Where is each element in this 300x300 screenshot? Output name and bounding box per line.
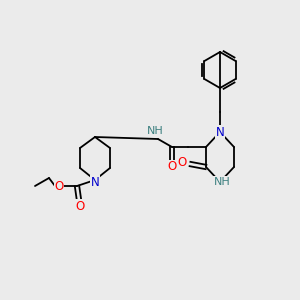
Text: NH: NH	[147, 126, 164, 136]
Text: O: O	[177, 157, 187, 169]
Text: O: O	[75, 200, 85, 212]
Text: O: O	[54, 179, 64, 193]
Text: N: N	[216, 125, 224, 139]
Text: O: O	[167, 160, 177, 173]
Text: N: N	[91, 176, 99, 188]
Text: NH: NH	[214, 177, 230, 187]
